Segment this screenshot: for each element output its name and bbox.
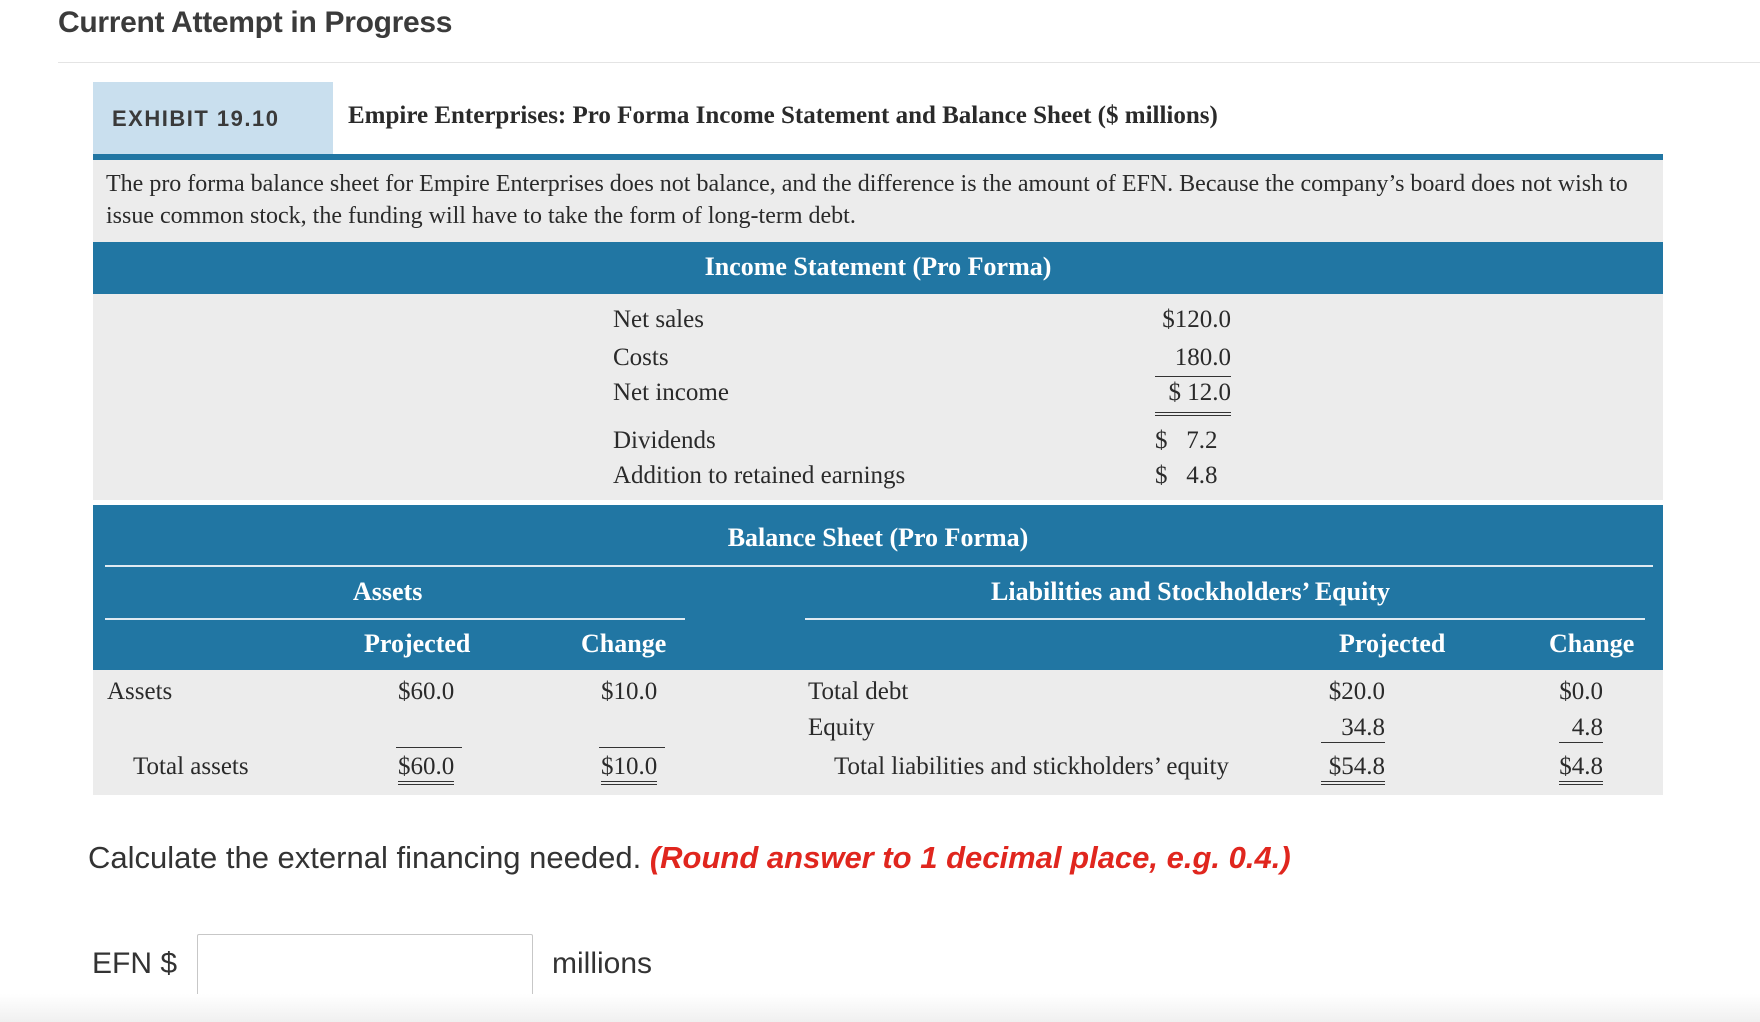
is-label-costs: Costs [613, 344, 669, 371]
bs-total-debt-change: $0.0 [1559, 678, 1603, 705]
bs-liab-header: Liabilities and Stockholders’ Equity [991, 577, 1390, 606]
bs-label-equity: Equity [808, 714, 875, 741]
is-costs-underline [1155, 376, 1231, 377]
question-text: Calculate the external financing needed. [88, 840, 642, 875]
bs-assets-projected-rule [396, 747, 462, 748]
balance-sheet-title: Balance Sheet (Pro Forma) [727, 523, 1029, 552]
is-label-dividends: Dividends [613, 427, 716, 454]
bs-label-total-liab-equity: Total liabilities and stickholders’ equi… [834, 753, 1229, 780]
page-title: Current Attempt in Progress [58, 6, 453, 39]
question-prompt: Calculate the external financing needed.… [88, 840, 1291, 876]
exhibit-caption-text: The pro forma balance sheet for Empire E… [106, 171, 1628, 229]
is-value-addition-retained: $ 4.8 [1155, 462, 1218, 489]
is-label-addition-retained: Addition to retained earnings [613, 462, 906, 489]
efn-answer-input[interactable] [197, 934, 533, 1000]
question-hint: (Round answer to 1 decimal place, e.g. 0… [649, 840, 1291, 875]
is-label-net-income: Net income [613, 379, 729, 406]
efn-unit: millions [552, 947, 653, 980]
bs-label-assets: Assets [107, 678, 173, 705]
bs-assets-change-rule [599, 747, 665, 748]
income-statement-title: Income Statement (Pro Forma) [704, 252, 1052, 281]
exhibit-caption: The pro forma balance sheet for Empire E… [93, 160, 1663, 242]
bs-title-rule [105, 565, 1653, 567]
bs-assets-col-projected: Projected [364, 629, 471, 658]
is-value-net-income: $ 12.0 [1168, 379, 1232, 406]
income-statement-panel: Net sales $120.0 Costs 180.0 Net income … [93, 294, 1663, 500]
income-statement-header: Income Statement (Pro Forma) [93, 242, 1663, 294]
bs-label-total-assets: Total assets [133, 753, 249, 780]
bs-total-liab-projected: $54.8 [1321, 753, 1385, 785]
balance-sheet-panel: Assets $60.0 $10.0 Total assets $60.0 $1… [93, 670, 1663, 795]
bs-equity-projected: 34.8 [1321, 714, 1385, 743]
balance-sheet-header: Balance Sheet (Pro Forma) Assets Liabili… [93, 505, 1663, 670]
bs-total-liab-change: $4.8 [1559, 753, 1603, 785]
efn-label: EFN $ [92, 947, 178, 980]
bs-assets-header: Assets [353, 577, 423, 606]
bs-liab-col-projected: Projected [1339, 629, 1446, 658]
is-value-costs: 180.0 [1174, 344, 1231, 371]
is-net-income-double-underline [1155, 412, 1231, 416]
bs-equity-change: 4.8 [1559, 714, 1603, 743]
bs-total-assets-projected: $60.0 [398, 753, 455, 785]
is-value-net-sales: $120.0 [1162, 306, 1231, 333]
bs-total-debt-projected: $20.0 [1328, 678, 1385, 705]
exhibit-title: Empire Enterprises: Pro Forma Income Sta… [348, 102, 1218, 129]
bs-assets-change: $10.0 [601, 678, 658, 705]
bs-assets-projected: $60.0 [398, 678, 455, 705]
is-value-dividends: $ 7.2 [1155, 427, 1218, 454]
header-divider [58, 62, 1760, 63]
exhibit-tag: EXHIBIT 19.10 [93, 82, 333, 154]
bs-liab-col-change: Change [1549, 629, 1635, 658]
bs-total-assets-change: $10.0 [601, 753, 658, 785]
bs-label-total-debt: Total debt [808, 678, 909, 705]
is-label-net-sales: Net sales [613, 306, 704, 333]
bottom-shadow [0, 994, 1760, 1022]
bs-liab-rule [805, 618, 1645, 620]
bs-assets-rule [105, 618, 685, 620]
bs-assets-col-change: Change [581, 629, 667, 658]
exhibit-tag-label: EXHIBIT 19.10 [112, 106, 280, 131]
exhibit-rule [93, 154, 1663, 160]
